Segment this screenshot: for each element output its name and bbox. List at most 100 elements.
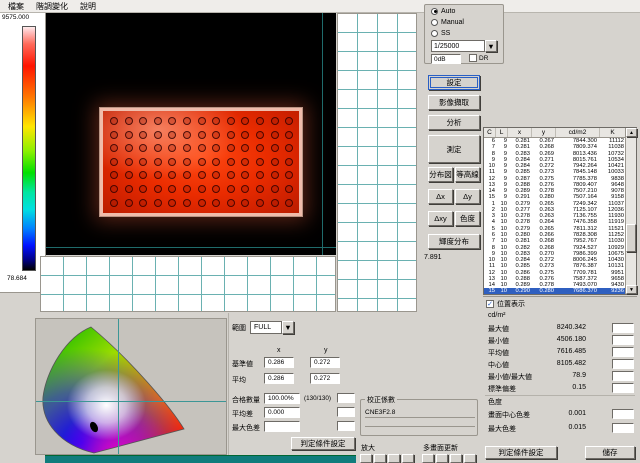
average-y-field[interactable]: 0.272 [310,373,340,384]
col-header-cd/m2[interactable]: cd/m2 [556,128,600,137]
measurement-point[interactable] [270,185,279,193]
measurement-point[interactable] [110,117,118,125]
scroll-up-icon[interactable]: ▲ [626,128,637,137]
measurement-point[interactable] [168,144,177,153]
measurement-point[interactable] [139,117,148,125]
measurement-point[interactable] [110,144,118,153]
measurement-point[interactable] [110,157,118,166]
scrollbar-thumb[interactable] [626,224,636,252]
shutter-speed-select[interactable]: 1/25000 ▼ [431,40,497,52]
measurement-point[interactable] [270,198,279,207]
measurement-point[interactable] [226,144,235,153]
measurement-point[interactable] [183,144,191,153]
measurement-point[interactable] [168,117,177,125]
radio-ss[interactable]: SS [431,28,503,38]
chevron-down-icon[interactable]: ▼ [282,321,294,334]
table-row[interactable]: 12 9 0.287 0.275 7785.378 9838 [484,176,626,182]
settings-button[interactable]: 設定 [428,75,480,90]
measurement-point[interactable] [168,157,177,166]
table-row[interactable]: 10 10 0.284 0.272 8006.245 10430 [484,257,626,263]
mode-button-分布図[interactable]: 分布図 [428,167,453,182]
measurement-point[interactable] [124,185,133,193]
measurement-point[interactable] [183,157,191,166]
measurement-point[interactable] [226,198,235,207]
measurement-point[interactable] [153,144,162,153]
measurement-point[interactable] [153,157,162,166]
col-header-x[interactable]: x [508,128,532,137]
position-display-row[interactable]: ✓ 位置表示 [486,299,525,309]
measurement-point[interactable] [285,185,294,193]
measurement-point[interactable] [212,130,221,139]
measurement-point[interactable] [124,117,133,125]
measurement-point[interactable] [285,198,294,207]
measurement-point[interactable] [168,198,177,207]
measurement-point[interactable] [270,157,279,166]
table-row[interactable]: 11 9 0.285 0.273 7845.148 10033 [484,169,626,175]
table-row[interactable]: 15 10 0.290 0.280 7686.370 9236 [484,288,626,294]
measurement-point[interactable] [139,171,148,180]
measurement-point[interactable] [168,171,177,180]
image-capture-button[interactable]: 影像擷取 [428,95,480,110]
measurement-point[interactable] [241,171,250,180]
zoom-tool-button[interactable] [402,454,414,463]
average-x-field[interactable]: 0.286 [264,373,294,384]
measurement-point[interactable] [197,157,206,166]
table-scrollbar[interactable]: ▲ ▼ [625,128,637,294]
table-row[interactable]: 4 10 0.278 0.264 7476.358 11919 [484,219,626,225]
measured-display-panel[interactable] [99,107,303,217]
measurement-point[interactable] [285,171,294,180]
table-row[interactable]: 10 9 0.284 0.272 7942.264 10421 [484,163,626,169]
measurement-point[interactable] [241,117,250,125]
multiscreen-tool-button[interactable] [464,454,476,463]
col-header-K[interactable]: K [600,128,626,137]
col-header-L[interactable]: L [496,128,508,137]
table-body[interactable]: 6 9 0.281 0.267 7844.300 11112 7 9 0.281 0.268 780… [484,138,626,294]
multiscreen-tool-button[interactable] [422,454,434,463]
measurement-point[interactable] [197,144,206,153]
mode-button-Δy[interactable]: Δy [455,189,480,204]
measurement-point[interactable] [124,157,133,166]
measurement-point[interactable] [285,117,294,125]
measurement-point[interactable] [124,130,133,139]
mode-button-Δx[interactable]: Δx [428,189,453,204]
col-header-y[interactable]: y [532,128,556,137]
measurement-point[interactable] [197,171,206,180]
menu-item-2[interactable]: 階調變化 [36,1,68,11]
measurement-point[interactable] [212,198,221,207]
table-row[interactable]: 13 10 0.288 0.276 7587.372 9658 [484,276,626,282]
menu-item-3[interactable]: 說明 [80,1,96,11]
measurement-point[interactable] [241,144,250,153]
measurement-point[interactable] [212,185,221,193]
measure-button[interactable]: 測定 [428,135,480,163]
table-row[interactable]: 15 9 0.291 0.280 7507.164 9158 [484,194,626,200]
measurement-point[interactable] [183,130,191,139]
measurement-point[interactable] [168,130,177,139]
table-row[interactable]: 13 9 0.288 0.276 7809.407 9648 [484,182,626,188]
zoom-tool-button[interactable] [360,454,372,463]
multiscreen-tool-button[interactable] [450,454,462,463]
measurement-point[interactable] [256,171,264,180]
save-button[interactable]: 儲存 [585,446,635,459]
measurement-point[interactable] [270,130,279,139]
table-row[interactable]: 8 10 0.282 0.268 7924.527 10929 [484,245,626,251]
col-header-C[interactable]: C [484,128,496,137]
measurement-point[interactable] [241,130,250,139]
luminance-distribution-button[interactable]: 輝度分布 [428,234,480,249]
measurement-point[interactable] [270,171,279,180]
mode-button-等高線[interactable]: 等高線 [455,167,480,182]
gain-field[interactable]: 0dB [431,54,461,64]
chevron-down-icon[interactable]: ▼ [485,40,497,52]
measurement-point[interactable] [197,185,206,193]
measurement-point[interactable] [110,198,118,207]
measurement-point[interactable] [197,130,206,139]
table-row[interactable]: 14 9 0.289 0.278 7507.210 9078 [484,188,626,194]
table-row[interactable]: 7 10 0.281 0.268 7952.767 11030 [484,238,626,244]
measurement-point[interactable] [139,130,148,139]
judge-condition-button[interactable]: 判定條件設定 [291,437,355,450]
reference-y-field[interactable]: 0.272 [310,357,340,368]
cie-chromaticity-diagram[interactable] [35,318,227,455]
table-row[interactable]: 8 9 0.283 0.269 8013.436 10732 [484,151,626,157]
measurement-point[interactable] [124,198,133,207]
dr-checkbox-row[interactable]: DR [469,54,488,62]
